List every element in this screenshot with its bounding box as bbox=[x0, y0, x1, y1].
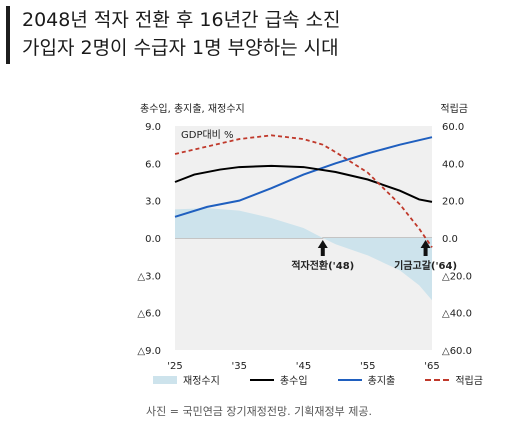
marker-arrow-stem bbox=[320, 248, 325, 256]
right-tick-label: 40.0 bbox=[442, 159, 464, 170]
x-tick-label: '25 bbox=[167, 361, 182, 372]
series-reserve-line bbox=[174, 134, 433, 248]
left-axis-title: 총수입, 총지출, 재정수지 bbox=[140, 104, 245, 115]
legend-item-revenue: 총수입 bbox=[249, 372, 308, 387]
x-tick-label: '35 bbox=[232, 361, 247, 372]
legend-item-balance: 재정수지 bbox=[153, 372, 220, 387]
left-tick-label: 0.0 bbox=[145, 234, 161, 245]
legend-swatch-reserve bbox=[425, 378, 450, 381]
left-tick-label: △3.0 bbox=[137, 271, 161, 282]
left-tick-label: △6.0 bbox=[137, 309, 161, 320]
right-tick-label: △40.0 bbox=[442, 309, 472, 320]
marker-arrow-head bbox=[317, 240, 328, 248]
series-balance-area bbox=[175, 208, 432, 301]
title-line-1: 2048년 적자 전환 후 16년간 급속 소진 bbox=[22, 9, 341, 31]
right-tick-label: 0.0 bbox=[442, 234, 458, 245]
source-caption: 사진 = 국민연금 장기재정전망. 기획재정부 제공. bbox=[146, 405, 372, 418]
legend-swatch-balance bbox=[153, 375, 177, 384]
legend-swatch-revenue bbox=[249, 378, 274, 381]
legend-label-revenue: 총수입 bbox=[279, 376, 308, 387]
series-revenue-line bbox=[174, 164, 433, 203]
left-tick-label: 3.0 bbox=[145, 197, 161, 208]
left-tick-label: 9.0 bbox=[145, 122, 161, 133]
legend-item-expenditure: 총지출 bbox=[337, 372, 396, 387]
title-line-2: 가입자 2명이 수급자 1명 부양하는 시대 bbox=[22, 37, 339, 59]
left-tick-label: 6.0 bbox=[145, 159, 161, 170]
legend: 재정수지 총수입 총지출 적립금 bbox=[153, 372, 483, 387]
right-tick-label: 60.0 bbox=[442, 122, 464, 133]
legend-label-balance: 재정수지 bbox=[183, 376, 220, 387]
right-tick-label: △20.0 bbox=[442, 271, 472, 282]
x-tick-label: '65 bbox=[424, 361, 439, 372]
right-axis-title: 적립금 bbox=[440, 104, 468, 115]
headline-bar bbox=[6, 6, 10, 64]
marker-label: 적자전환('48) bbox=[291, 259, 354, 272]
marker-label: 기금고갈('64) bbox=[394, 259, 457, 272]
series-expenditure-line bbox=[174, 136, 433, 218]
left-tick-label: △9.0 bbox=[137, 346, 161, 357]
right-tick-label: 20.0 bbox=[442, 197, 464, 208]
x-tick-label: '45 bbox=[296, 361, 311, 372]
right-tick-label: △60.0 bbox=[442, 346, 472, 357]
x-tick-label: '55 bbox=[360, 361, 375, 372]
chart-headline: 2048년 적자 전환 후 16년간 급속 소진 가입자 2명이 수급자 1명 … bbox=[22, 6, 341, 62]
marker-arrow-stem bbox=[423, 248, 428, 256]
legend-swatch-expenditure bbox=[337, 378, 362, 381]
unit-note: GDP대비 % bbox=[181, 129, 234, 141]
legend-item-reserve: 적립금 bbox=[425, 372, 483, 387]
marker-arrow-head bbox=[420, 240, 431, 248]
legend-label-reserve: 적립금 bbox=[455, 376, 483, 387]
legend-label-expenditure: 총지출 bbox=[367, 376, 396, 387]
